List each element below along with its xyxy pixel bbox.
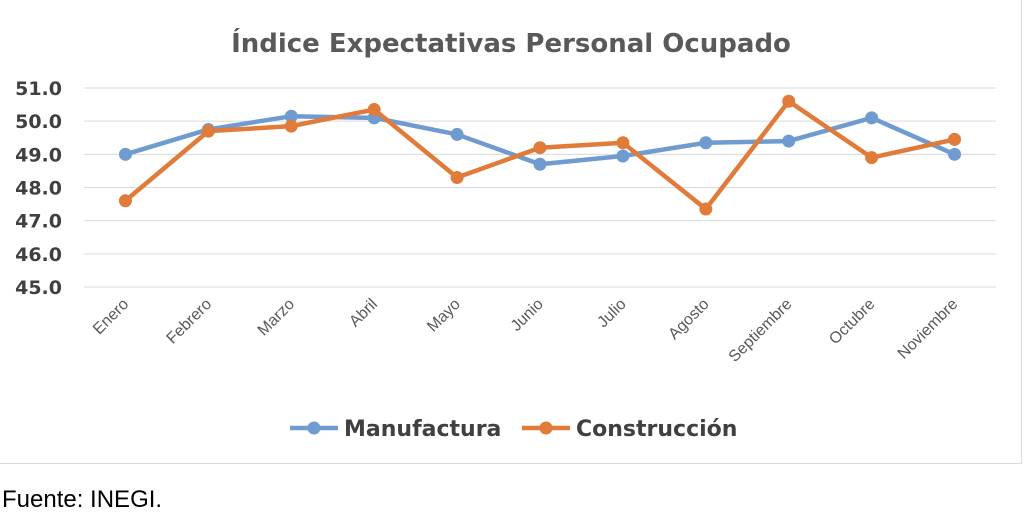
x-tick-label: Julio (594, 296, 629, 331)
data-point (699, 136, 713, 150)
legend-label: Manufactura (344, 417, 501, 442)
data-point (367, 103, 381, 117)
x-axis: Enero Febrero Marzo Abril Mayo Junio Julio Agos… (90, 296, 961, 366)
x-tick-label: Junio (508, 296, 547, 335)
data-point (699, 202, 713, 216)
x-tick-label: Febrero (164, 296, 216, 348)
y-tick-label: 51.0 (15, 78, 62, 100)
legend: Manufactura Construcción (290, 417, 737, 442)
x-tick-label: Agosto (665, 296, 712, 343)
data-point (201, 124, 215, 138)
data-point (284, 119, 298, 133)
data-point (450, 171, 464, 185)
source-note: Fuente: INEGI. (2, 486, 163, 513)
data-point (782, 134, 796, 148)
y-tick-label: 47.0 (15, 211, 62, 233)
series-construcción (118, 94, 962, 216)
data-point (533, 157, 547, 171)
data-point (450, 127, 464, 141)
x-tick-label: Enero (90, 296, 132, 338)
chart-title: Índice Expectativas Personal Ocupado (231, 27, 791, 59)
x-tick-label: Septiembre (726, 296, 796, 366)
y-tick-label: 46.0 (15, 244, 62, 266)
data-point (616, 136, 630, 150)
chart-frame (0, 0, 1022, 464)
series-layer (118, 94, 962, 216)
x-tick-label: Marzo (255, 296, 299, 340)
series-manufactura (118, 109, 962, 171)
legend-label: Construcción (576, 417, 737, 442)
series-line (123, 99, 957, 212)
data-point (616, 149, 630, 163)
data-point (533, 141, 547, 155)
legend-item-construcción: Construcción (522, 417, 737, 442)
data-point (118, 194, 132, 208)
y-tick-label: 48.0 (15, 178, 62, 200)
data-point (118, 147, 132, 161)
grid-layer (84, 87, 996, 288)
x-tick-label: Octubre (826, 296, 878, 348)
x-tick-label: Noviembre (895, 296, 962, 363)
y-tick-label: 45.0 (15, 277, 62, 299)
data-point (865, 111, 879, 125)
legend-marker (539, 421, 553, 435)
data-point (865, 151, 879, 165)
x-tick-label: Mayo (424, 296, 464, 336)
series-line (123, 113, 957, 167)
data-point (948, 132, 962, 146)
legend-item-manufactura: Manufactura (290, 417, 501, 442)
x-tick-label: Abril (346, 296, 381, 331)
y-tick-label: 49.0 (15, 144, 62, 166)
y-tick-label: 50.0 (15, 111, 62, 133)
line-chart: Índice Expectativas Personal Ocupado 45.… (15, 27, 996, 442)
legend-marker (307, 421, 321, 435)
y-axis: 45.0 46.0 47.0 48.0 49.0 50.0 51.0 (15, 78, 62, 299)
data-point (948, 147, 962, 161)
data-point (782, 94, 796, 108)
data-point (284, 109, 298, 123)
